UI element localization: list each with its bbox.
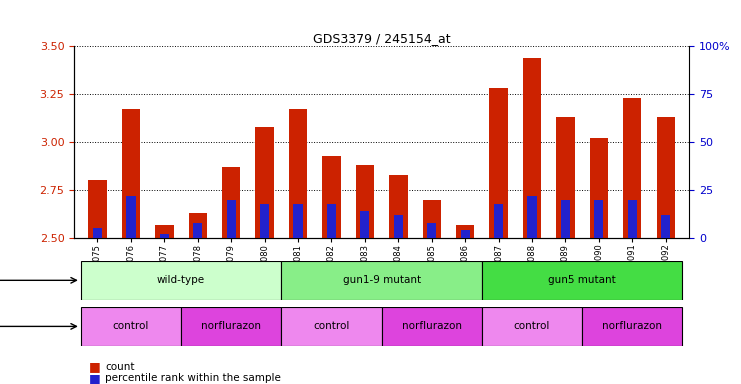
Bar xyxy=(590,138,608,238)
Bar xyxy=(356,165,374,238)
Bar xyxy=(494,204,503,238)
Bar xyxy=(422,200,441,238)
Bar xyxy=(657,117,675,238)
Bar xyxy=(482,307,582,346)
Bar xyxy=(282,261,482,300)
Bar xyxy=(628,200,637,238)
Title: GDS3379 / 245154_at: GDS3379 / 245154_at xyxy=(313,32,451,45)
Bar xyxy=(623,98,642,238)
Bar xyxy=(427,223,436,238)
Bar xyxy=(81,307,181,346)
Bar xyxy=(282,307,382,346)
Bar xyxy=(160,234,169,238)
Text: norflurazon: norflurazon xyxy=(602,321,662,331)
Bar xyxy=(382,307,482,346)
Bar xyxy=(582,307,682,346)
Bar xyxy=(88,180,107,238)
Bar xyxy=(360,211,370,238)
Bar xyxy=(389,175,408,238)
Text: ■: ■ xyxy=(89,372,101,384)
Bar xyxy=(456,225,474,238)
Bar xyxy=(482,261,682,300)
Text: control: control xyxy=(313,321,350,331)
Bar xyxy=(81,261,282,300)
Bar xyxy=(393,215,403,238)
Bar xyxy=(293,204,302,238)
Bar xyxy=(188,213,207,238)
Bar xyxy=(126,196,136,238)
Text: control: control xyxy=(113,321,149,331)
Text: percentile rank within the sample: percentile rank within the sample xyxy=(105,373,281,383)
Bar xyxy=(256,127,274,238)
Bar xyxy=(260,204,269,238)
Text: norflurazon: norflurazon xyxy=(202,321,261,331)
Text: control: control xyxy=(514,321,551,331)
Bar xyxy=(489,88,508,238)
Text: gun5 mutant: gun5 mutant xyxy=(548,275,616,285)
Bar xyxy=(327,204,336,238)
Text: wild-type: wild-type xyxy=(157,275,205,285)
Bar xyxy=(122,109,140,238)
Bar xyxy=(523,58,541,238)
Bar xyxy=(594,200,603,238)
Bar xyxy=(661,215,671,238)
Bar xyxy=(289,109,308,238)
Text: gun1-9 mutant: gun1-9 mutant xyxy=(342,275,421,285)
Bar xyxy=(222,167,240,238)
Bar xyxy=(93,228,102,238)
Bar xyxy=(461,230,470,238)
Text: count: count xyxy=(105,362,135,372)
Bar xyxy=(227,200,236,238)
Text: ■: ■ xyxy=(89,360,101,373)
Bar xyxy=(193,223,202,238)
Bar xyxy=(528,196,536,238)
Bar xyxy=(322,156,341,238)
Bar xyxy=(181,307,282,346)
Bar xyxy=(556,117,575,238)
Bar xyxy=(561,200,570,238)
Text: norflurazon: norflurazon xyxy=(402,321,462,331)
Bar xyxy=(155,225,173,238)
